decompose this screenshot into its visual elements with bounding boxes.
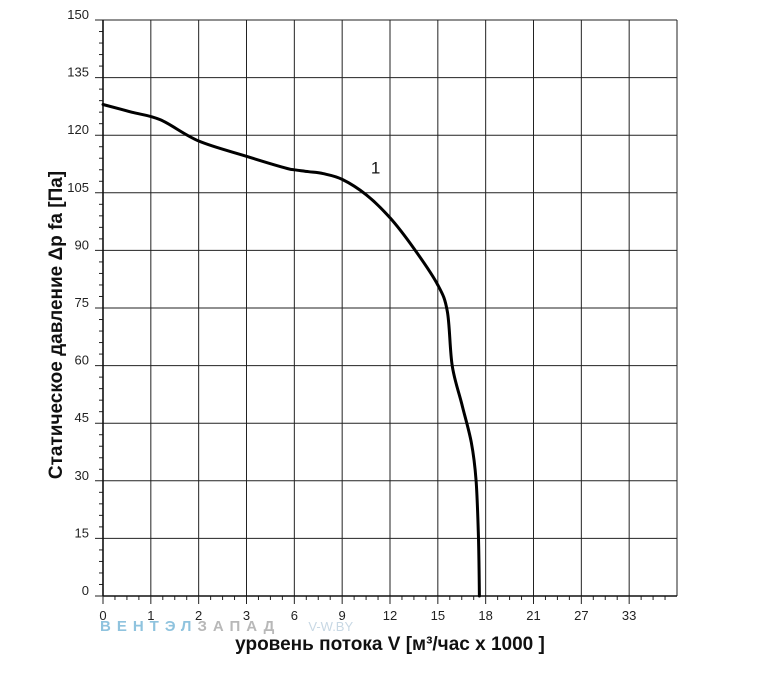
watermark-part-1: ВЕНТЭЛ [100,618,198,635]
y-tick-label: 0 [82,583,89,598]
x-tick-label: 3 [243,608,250,623]
y-tick-label: 150 [67,7,89,22]
watermark-part-3: V-W.BY [308,619,354,634]
x-tick-label: 33 [622,608,636,623]
x-axis-title: уровень потока V [м³/час x 1000 ] [235,634,545,655]
watermark: ВЕНТЭЛЗАПАД V-W.BY [100,618,353,635]
series-line-1 [101,103,481,598]
y-tick-labels: 0 15 30 45 60 75 90 105 120 135 150 [67,7,89,598]
x-tick-label: 21 [526,608,540,623]
y-tick-label: 75 [75,295,89,310]
x-tick-labels: 0 1 2 3 6 9 12 15 18 21 27 33 [99,608,636,623]
y-tick-label: 45 [75,410,89,425]
y-tick-label: 120 [67,122,89,137]
y-axis-title: Статическое давление Δp fa [Па] [46,171,67,479]
x-tick-label: 1 [147,608,154,623]
x-tick-label: 27 [574,608,588,623]
x-tick-label: 15 [431,608,445,623]
y-tick-label: 90 [75,237,89,252]
watermark-part-2: ЗАПАД [197,618,281,635]
minor-ticks [99,31,666,600]
curve-label-1: 1 [371,158,380,177]
x-tick-label: 6 [291,608,298,623]
x-tick-label: 18 [478,608,492,623]
x-tick-label: 9 [339,608,346,623]
series-layer [101,103,481,598]
y-tick-label: 15 [75,525,89,540]
x-tick-label: 0 [99,608,106,623]
x-tick-label: 2 [195,608,202,623]
y-tick-label: 135 [67,65,89,80]
y-tick-label: 30 [75,468,89,483]
y-tick-label: 60 [75,353,89,368]
axes [102,20,677,604]
grid [95,19,678,597]
x-tick-label: 12 [383,608,397,623]
y-tick-label: 105 [67,180,89,195]
